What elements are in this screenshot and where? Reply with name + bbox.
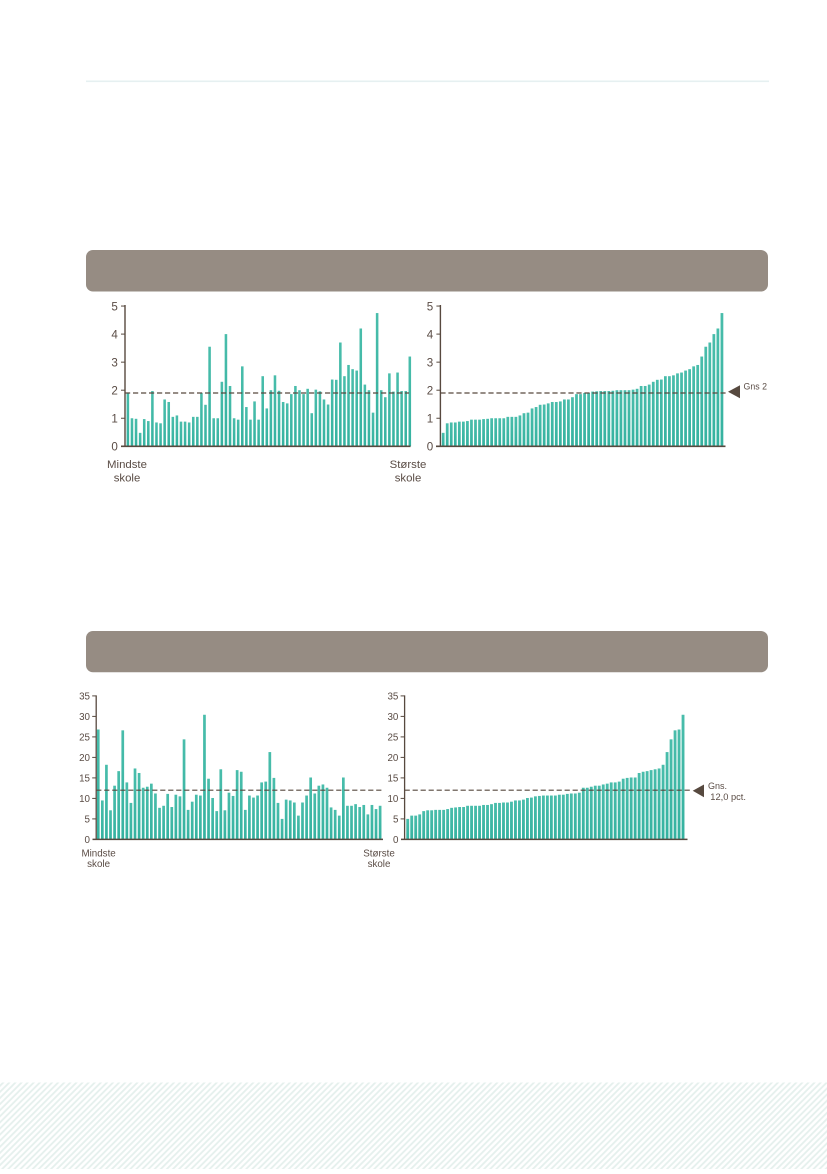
- svg-text:1: 1: [111, 413, 117, 426]
- svg-text:skole: skole: [114, 472, 141, 484]
- svg-text:30: 30: [79, 712, 90, 723]
- svg-text:0: 0: [393, 835, 399, 846]
- svg-text:15: 15: [387, 773, 398, 784]
- svg-text:25: 25: [79, 732, 90, 743]
- svg-text:5: 5: [85, 814, 91, 825]
- svg-text:4: 4: [111, 328, 118, 341]
- svg-text:20: 20: [79, 753, 90, 764]
- svg-text:5: 5: [393, 814, 399, 825]
- svg-text:skole: skole: [87, 859, 110, 870]
- svg-text:12,0 pct.: 12,0 pct.: [710, 792, 746, 802]
- svg-text:Gns.: Gns.: [708, 781, 727, 791]
- svg-text:Gns 2: Gns 2: [744, 382, 768, 392]
- svg-text:0: 0: [427, 441, 433, 454]
- svg-text:15: 15: [79, 773, 90, 784]
- svg-text:Største: Største: [363, 849, 395, 860]
- svg-text:0: 0: [85, 835, 91, 846]
- svg-text:Mindste: Mindste: [81, 849, 116, 860]
- svg-text:skole: skole: [395, 472, 422, 484]
- svg-text:Mindste: Mindste: [107, 459, 147, 471]
- svg-text:2: 2: [427, 385, 433, 398]
- svg-text:3: 3: [111, 357, 117, 370]
- svg-text:0: 0: [111, 441, 117, 454]
- svg-text:35: 35: [79, 691, 90, 702]
- svg-text:3: 3: [427, 357, 433, 370]
- svg-text:10: 10: [79, 794, 90, 805]
- svg-text:20: 20: [387, 753, 398, 764]
- svg-text:10: 10: [387, 794, 398, 805]
- svg-text:35: 35: [387, 691, 398, 702]
- svg-text:5: 5: [427, 300, 433, 313]
- svg-text:30: 30: [387, 712, 398, 723]
- svg-text:skole: skole: [368, 859, 391, 870]
- svg-text:2: 2: [111, 385, 117, 398]
- svg-text:4: 4: [427, 328, 434, 341]
- svg-text:1: 1: [427, 413, 433, 426]
- svg-text:25: 25: [387, 732, 398, 743]
- svg-text:Største: Største: [390, 459, 427, 471]
- svg-text:5: 5: [111, 300, 117, 313]
